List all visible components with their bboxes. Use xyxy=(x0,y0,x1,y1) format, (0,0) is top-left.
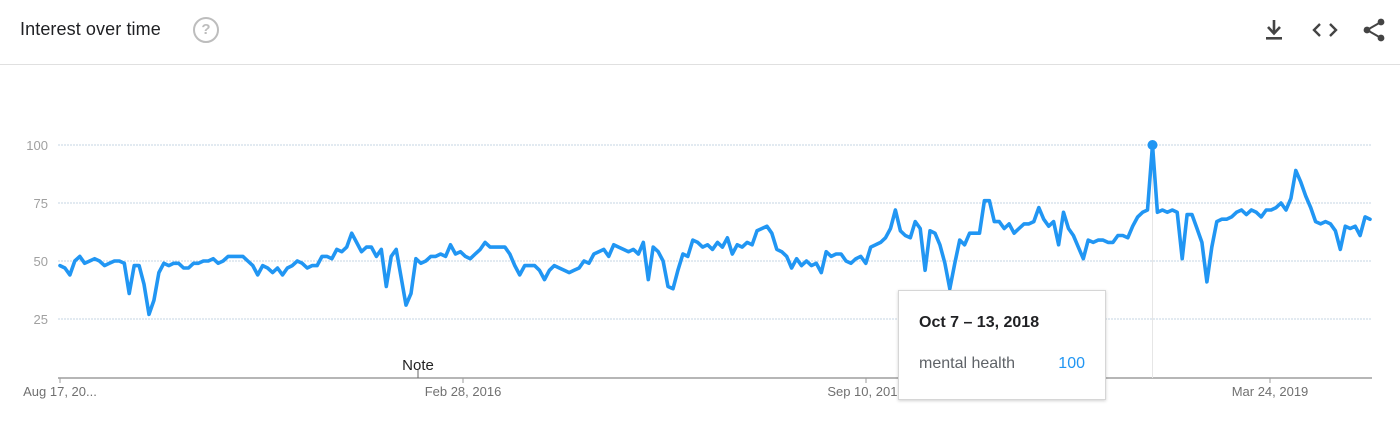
tooltip-term: mental health xyxy=(919,355,1015,373)
embed-code-icon xyxy=(1309,14,1341,46)
series-line-mental-health xyxy=(60,145,1370,314)
tooltip-date: Oct 7 – 13, 2018 xyxy=(919,314,1039,332)
tooltip-value: 100 xyxy=(1058,355,1085,373)
help-circle-icon[interactable]: ? xyxy=(193,17,219,43)
x-tick-label: Feb 28, 2016 xyxy=(425,384,502,399)
x-tick-label: Mar 24, 2019 xyxy=(1232,384,1309,399)
download-button[interactable] xyxy=(1258,14,1290,46)
highlight-point xyxy=(1147,140,1157,150)
share-button[interactable] xyxy=(1358,14,1390,46)
x-tick-label: Sep 10, 2017 xyxy=(827,384,904,399)
data-tooltip: Oct 7 – 13, 2018 mental health 100 xyxy=(898,290,1106,400)
embed-button[interactable] xyxy=(1309,14,1341,46)
y-tick-label: 50 xyxy=(34,254,48,269)
share-icon xyxy=(1358,14,1390,46)
annotation-label: Note xyxy=(402,357,434,374)
chart-header: Interest over time ? xyxy=(0,0,1400,65)
y-tick-label: 100 xyxy=(26,138,48,153)
download-icon xyxy=(1258,14,1290,46)
y-tick-label: 75 xyxy=(34,196,48,211)
x-tick-label: Aug 17, 20... xyxy=(23,384,97,399)
page-title: Interest over time xyxy=(20,19,161,40)
y-tick-label: 25 xyxy=(34,312,48,327)
line-chart: 25 50 75 100 Aug 17, 20... Feb 28, 2016 Sep 10… xyxy=(0,65,1400,423)
